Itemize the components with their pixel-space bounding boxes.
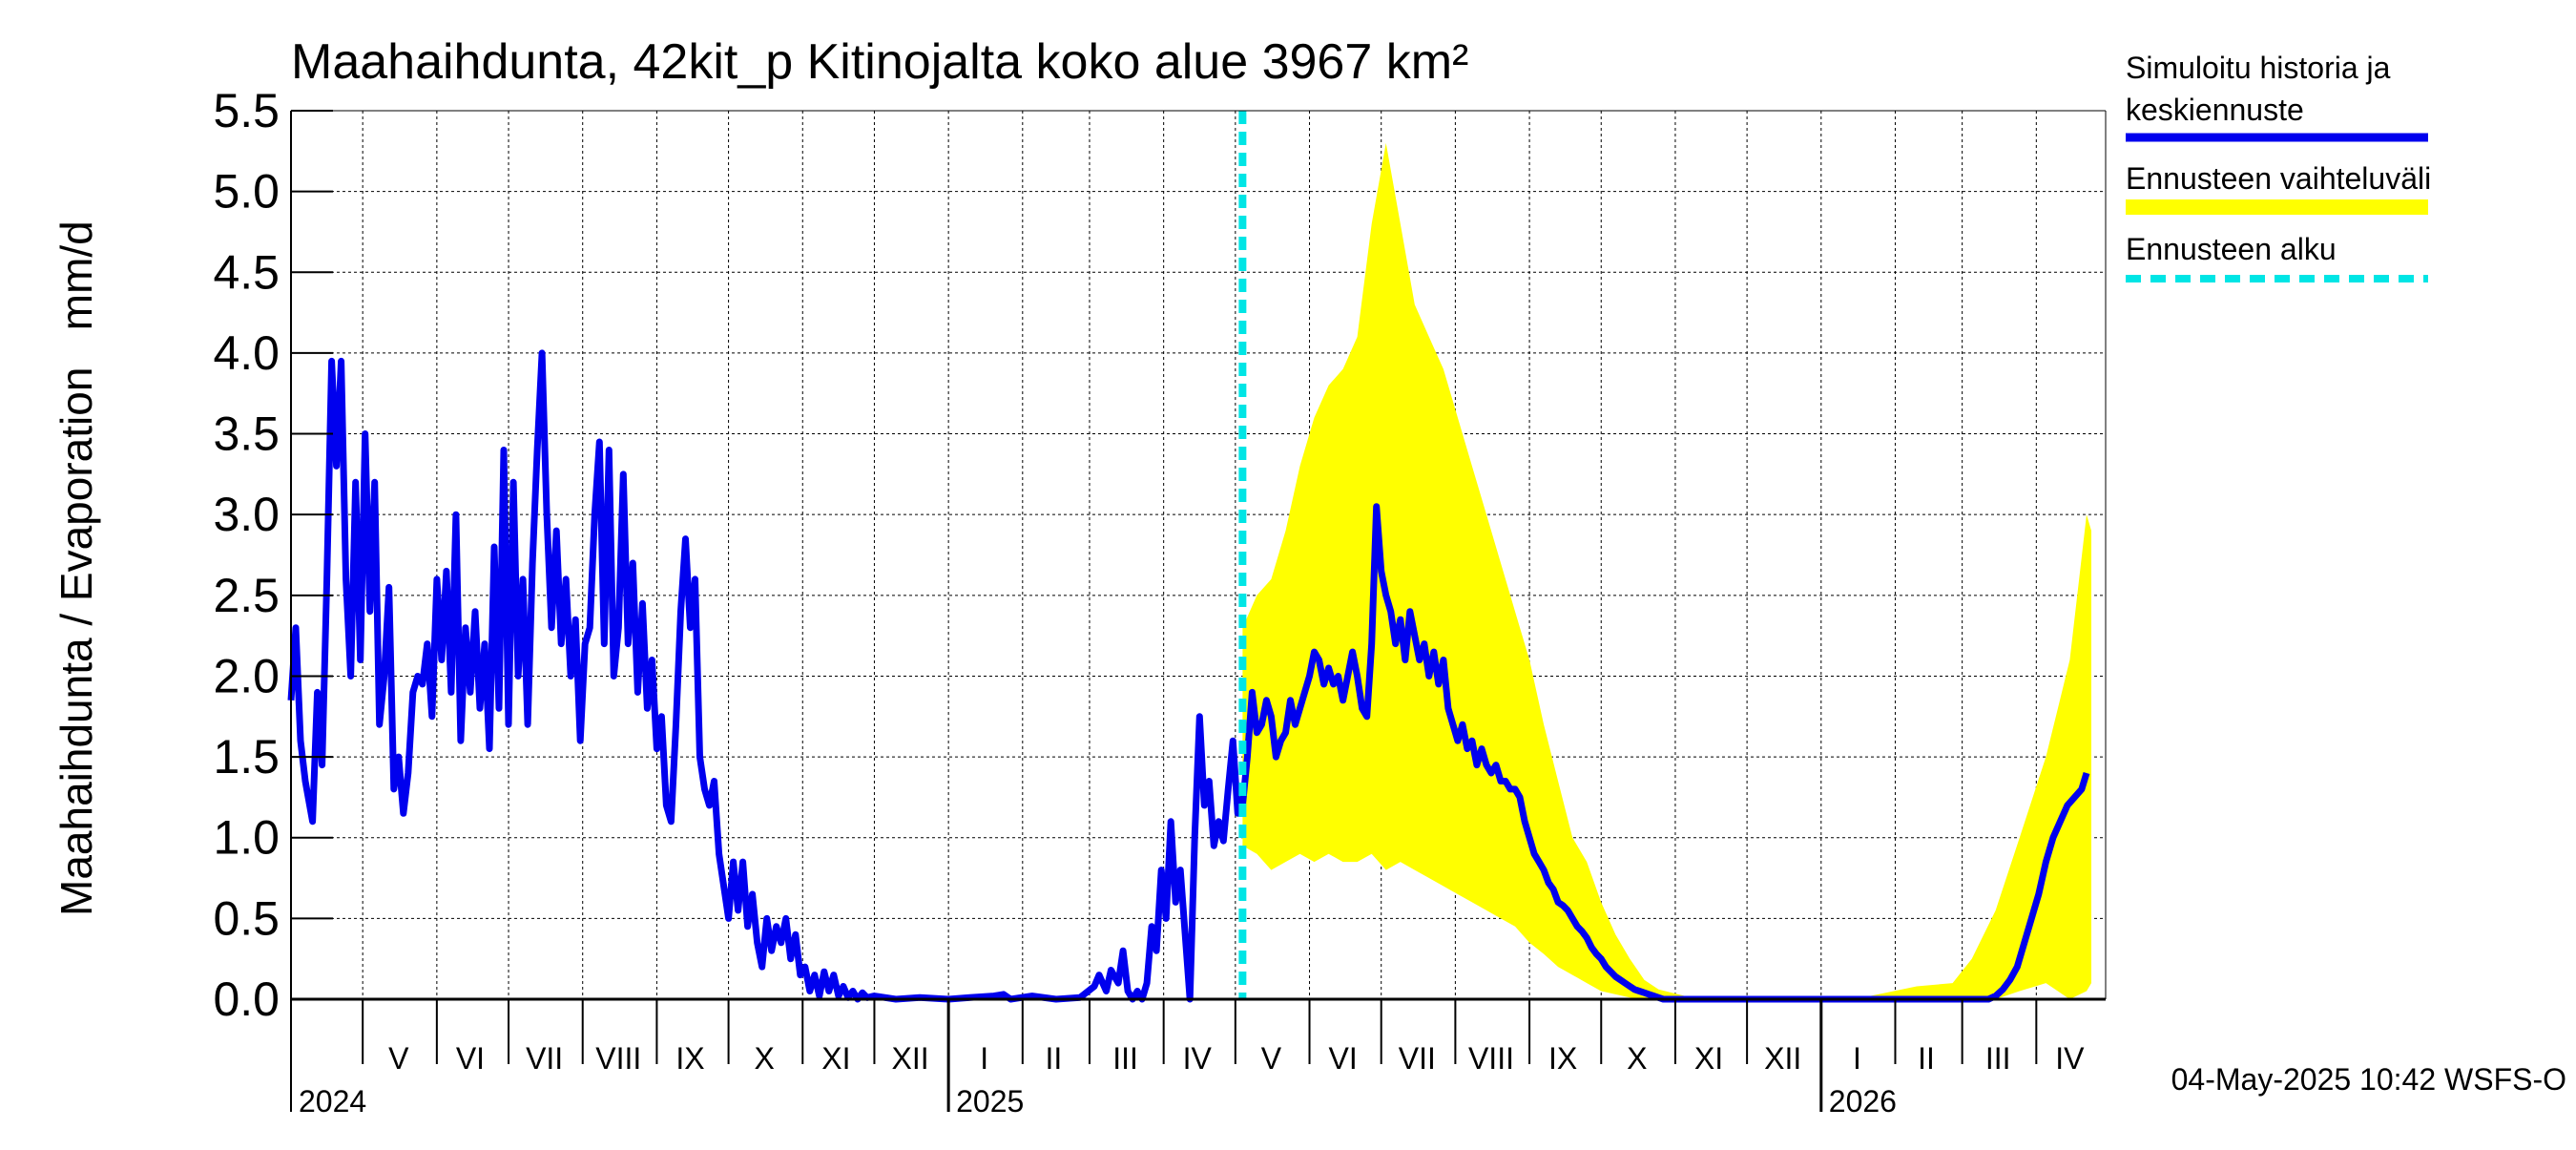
y-tick-labels: 0.0 0.5 1.0 1.5 2.0 2.5 3.0 3.5 4.0 4.5 5.0 5.5 bbox=[213, 84, 333, 1026]
y-tick-label: 0.0 bbox=[213, 972, 280, 1026]
legend-forecast-start-label: Ennusteen alku bbox=[2126, 232, 2337, 266]
y-axis-label: Maahaihdunta / Evaporation mm/d bbox=[52, 220, 101, 916]
month-label: II bbox=[1046, 1041, 1063, 1076]
month-label: IV bbox=[2055, 1041, 2085, 1076]
month-labels: V VI VII VIII IX X XI XII I II III IV V VI VII VIII IX X X… bbox=[388, 1041, 2085, 1076]
y-tick-label: 4.5 bbox=[213, 245, 280, 299]
y-tick-label: 2.0 bbox=[213, 649, 280, 702]
y-tick-label: 1.5 bbox=[213, 730, 280, 784]
legend-history-label-line1: Simuloitu historia ja bbox=[2126, 51, 2391, 85]
legend-history-label-line2: keskiennuste bbox=[2126, 93, 2304, 127]
month-label: II bbox=[1918, 1041, 1935, 1076]
month-label: V bbox=[1261, 1041, 1282, 1076]
year-label: 2026 bbox=[1829, 1084, 1897, 1119]
month-label: XI bbox=[821, 1041, 850, 1076]
month-label: IX bbox=[1548, 1041, 1577, 1076]
month-label: VI bbox=[1328, 1041, 1357, 1076]
month-label: IV bbox=[1183, 1041, 1213, 1076]
month-label: VII bbox=[526, 1041, 563, 1076]
forecast-range-area bbox=[1242, 142, 2091, 999]
month-label: X bbox=[1627, 1041, 1647, 1076]
y-tick-label: 5.5 bbox=[213, 84, 280, 137]
month-label: X bbox=[755, 1041, 775, 1076]
month-label: XII bbox=[1764, 1041, 1801, 1076]
plot-area-background bbox=[291, 111, 2106, 999]
timestamp: 04-May-2025 10:42 WSFS-O bbox=[2171, 1062, 2566, 1097]
y-tick-label: 3.0 bbox=[213, 488, 280, 541]
legend: Simuloitu historia ja keskiennuste Ennus… bbox=[2126, 51, 2431, 282]
year-labels: 2024 2025 2026 bbox=[299, 1084, 1897, 1119]
month-label: I bbox=[1853, 1041, 1861, 1076]
month-label: VII bbox=[1399, 1041, 1436, 1076]
simulated-history-line bbox=[287, 349, 2090, 1003]
series-layer bbox=[287, 349, 2090, 1003]
month-label: XI bbox=[1694, 1041, 1723, 1076]
y-tick-label: 3.5 bbox=[213, 408, 280, 461]
month-label: VIII bbox=[1468, 1041, 1514, 1076]
month-label: III bbox=[1112, 1041, 1138, 1076]
chart-title: Maahaihdunta, 42kit_p Kitinojalta koko a… bbox=[291, 34, 1468, 90]
y-tick-label: 4.0 bbox=[213, 326, 280, 380]
month-label: III bbox=[1985, 1041, 2011, 1076]
month-label: I bbox=[980, 1041, 988, 1076]
month-label: VIII bbox=[595, 1041, 641, 1076]
y-tick-label: 5.0 bbox=[213, 165, 280, 219]
y-tick-label: 0.5 bbox=[213, 891, 280, 945]
month-label: IX bbox=[675, 1041, 704, 1076]
month-label: XII bbox=[891, 1041, 928, 1076]
forecast-range-band bbox=[1242, 142, 2091, 999]
year-label: 2024 bbox=[299, 1084, 366, 1119]
y-tick-label: 2.5 bbox=[213, 569, 280, 622]
legend-range-label: Ennusteen vaihteluväli bbox=[2126, 161, 2431, 196]
month-label: VI bbox=[456, 1041, 485, 1076]
y-tick-label: 1.0 bbox=[213, 811, 280, 865]
year-label: 2025 bbox=[956, 1084, 1024, 1119]
month-label: V bbox=[388, 1041, 409, 1076]
axes bbox=[290, 110, 2107, 1112]
